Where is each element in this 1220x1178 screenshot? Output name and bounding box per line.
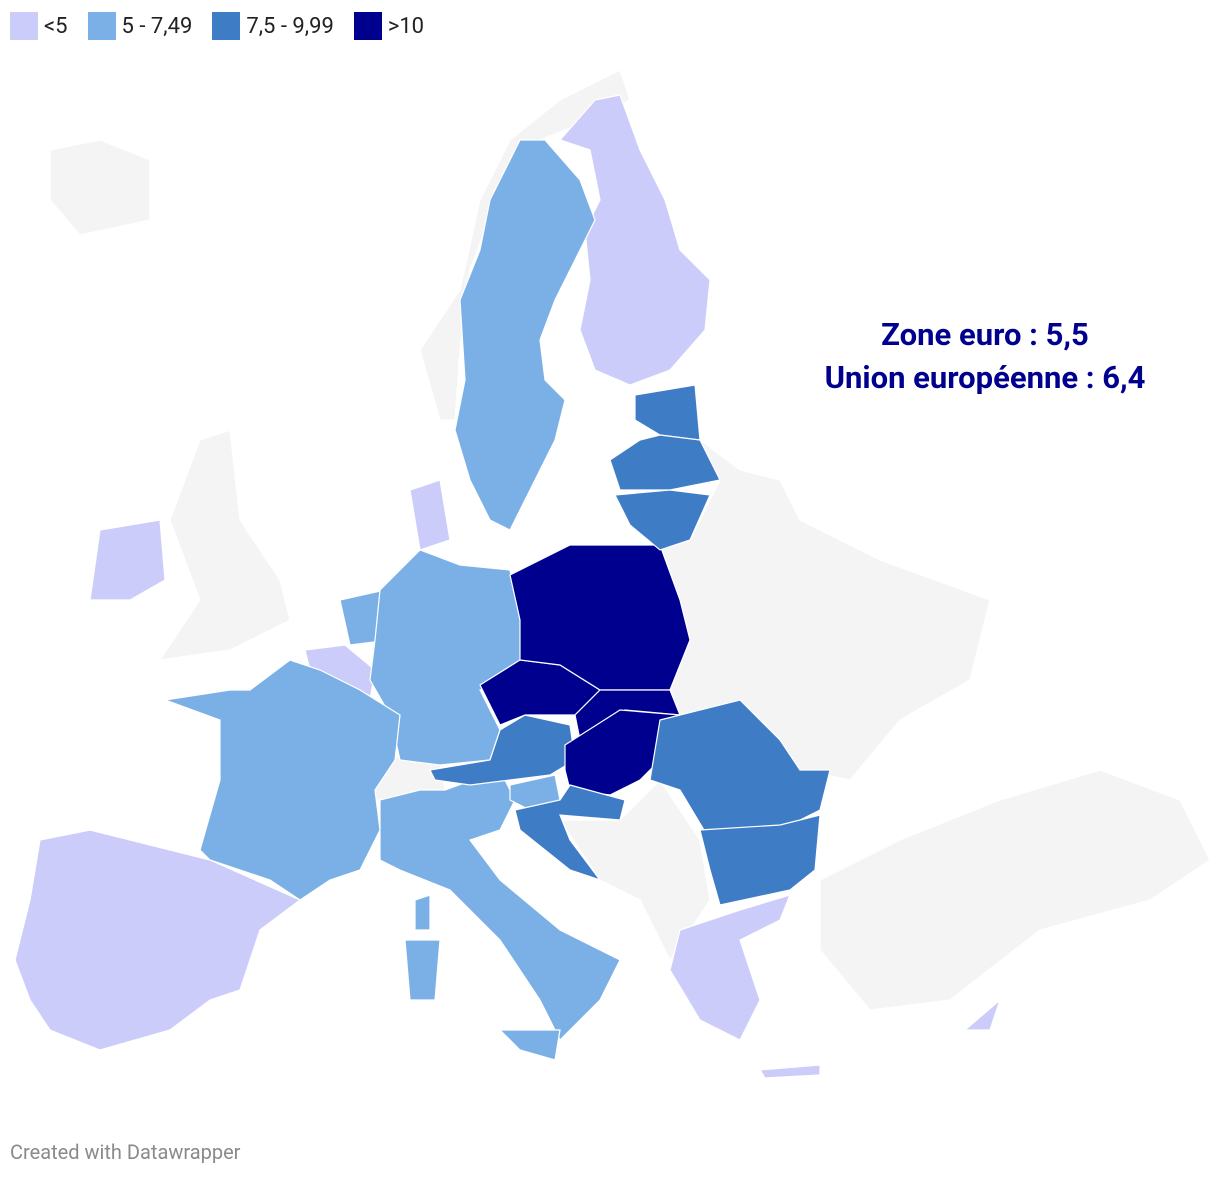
land [158, 429, 291, 661]
country [454, 139, 596, 531]
legend-label: 5 - 7,49 [121, 13, 193, 39]
legend-item: <5 [10, 12, 68, 40]
country [609, 434, 721, 491]
country [669, 894, 792, 1041]
country [699, 814, 821, 906]
legend-item: 7,5 - 9,99 [212, 12, 334, 40]
country [564, 709, 681, 796]
country [634, 384, 701, 441]
country [498, 1029, 561, 1061]
legend: <5 5 - 7,49 7,5 - 9,99 >10 [10, 12, 424, 40]
legend-item: >10 [353, 12, 425, 40]
country [758, 1064, 821, 1079]
country [14, 829, 302, 1051]
country [414, 894, 431, 931]
legend-swatch [212, 12, 241, 40]
country [89, 519, 166, 601]
annotation: Zone euro : 5,5 [881, 316, 1089, 353]
country [409, 479, 451, 551]
country [514, 784, 626, 882]
country [614, 489, 711, 551]
land [49, 139, 151, 236]
country [649, 699, 831, 841]
country [558, 94, 711, 386]
footer: Created with Datawrapper [10, 1140, 241, 1164]
legend-swatch [87, 12, 116, 40]
legend-label: <5 [44, 13, 68, 39]
legend-label: >10 [387, 13, 425, 39]
legend-label: 7,5 - 9,99 [246, 13, 334, 39]
annotation: Union européenne : 6,4 [825, 359, 1146, 396]
country [963, 998, 1002, 1031]
legend-item: 5 - 7,49 [87, 12, 193, 40]
legend-swatch [10, 12, 38, 40]
land [819, 769, 1211, 1011]
land [558, 779, 711, 962]
legend-swatch [353, 12, 382, 40]
country [404, 939, 441, 1001]
